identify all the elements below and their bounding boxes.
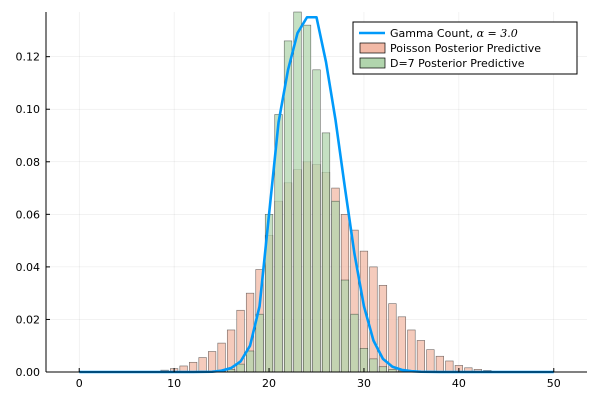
x-tick-label: 0 — [76, 377, 83, 390]
d7-bar — [302, 24, 312, 373]
d7-bar — [293, 11, 302, 373]
ticks: 0 10 20 30 40 50 0.00 0.02 0.04 0.06 0.08 0.10 0.12 — [16, 51, 561, 390]
legend: Gamma Count, α = 3.0 Poisson Posterior Pr… — [352, 21, 578, 75]
poisson-bar — [208, 351, 217, 373]
d7-bar — [236, 363, 245, 373]
d7-bar — [369, 358, 378, 373]
y-tick-label: 0.10 — [16, 103, 41, 116]
d7-bar — [312, 69, 321, 373]
axes — [45, 12, 587, 373]
y-tick-label: 0.02 — [16, 313, 41, 326]
x-tick-label: 20 — [262, 377, 276, 390]
y-tick-label: 0.06 — [16, 208, 41, 221]
legend-label: Poisson Posterior Predictive — [390, 42, 541, 55]
d7-bar — [321, 132, 331, 373]
d7-bar — [340, 279, 350, 373]
legend-box — [352, 21, 578, 75]
d7-bar — [378, 366, 388, 373]
d7-bar — [245, 350, 255, 373]
poisson-bar — [388, 303, 397, 373]
x-tick-label: 30 — [357, 377, 371, 390]
d7-bar — [331, 200, 340, 373]
poisson-bar — [435, 355, 444, 373]
legend-bar-swatch — [359, 57, 386, 69]
poisson-bar — [445, 360, 454, 373]
y-tick-label: 0.08 — [16, 156, 41, 169]
poisson-bar — [397, 316, 407, 373]
legend-label: Gamma Count, α = 3.0 — [390, 27, 518, 40]
poisson-bar — [189, 361, 198, 373]
legend-label: D=7 Posterior Predictive — [390, 57, 525, 70]
poisson-bar — [416, 340, 426, 373]
poisson-bar — [407, 329, 416, 373]
poisson-bar — [217, 342, 226, 373]
x-tick-label: 40 — [452, 377, 466, 390]
y-tick-label: 0.12 — [16, 51, 41, 64]
y-tick-label: 0.04 — [16, 261, 41, 274]
poisson-bar — [198, 357, 207, 373]
legend-math: α = 3.0 — [477, 27, 518, 40]
legend-bar-swatch — [359, 42, 386, 54]
d7-bar — [350, 313, 359, 373]
poisson-bar — [369, 266, 378, 373]
x-tick-label: 50 — [547, 377, 561, 390]
x-tick-label: 10 — [167, 377, 181, 390]
d7-bars — [217, 11, 407, 373]
gamma-count-line — [79, 15, 554, 374]
y-tick-label: 0.00 — [16, 366, 41, 379]
gamma-line-group — [79, 15, 554, 374]
poisson-bar — [426, 349, 435, 373]
